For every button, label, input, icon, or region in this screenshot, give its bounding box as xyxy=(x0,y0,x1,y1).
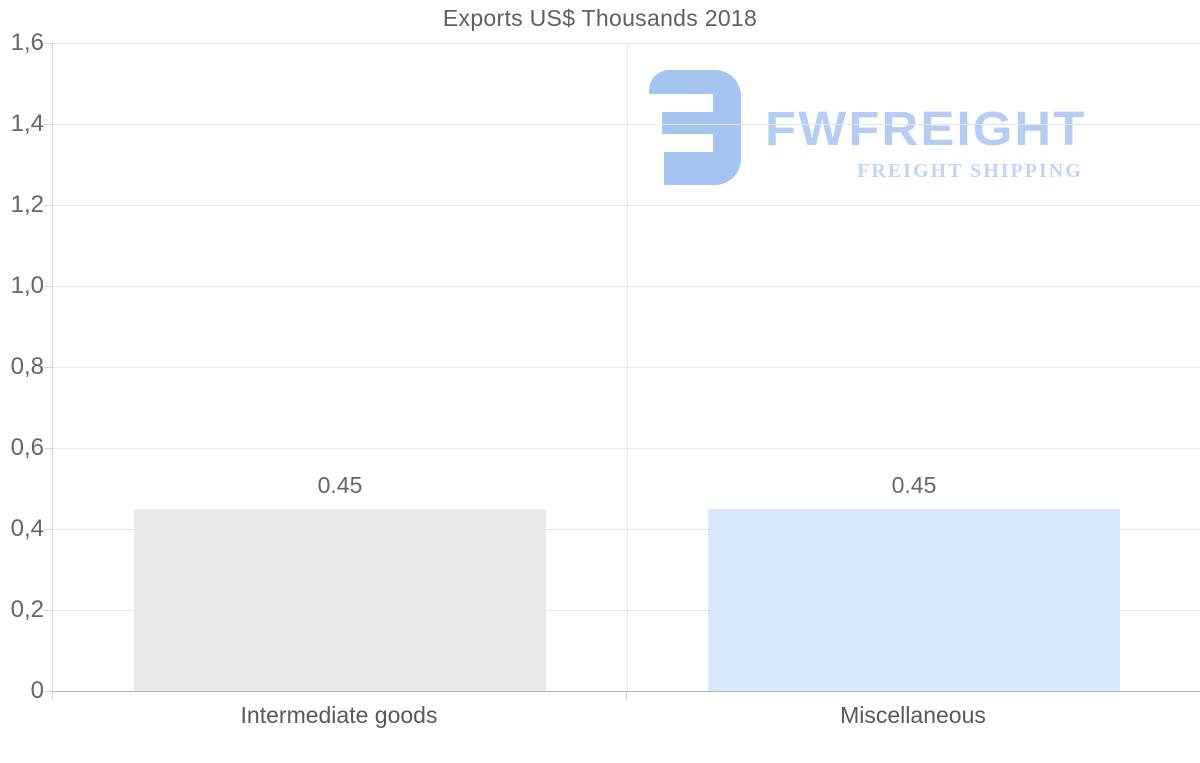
chart-title: Exports US$ Thousands 2018 xyxy=(442,5,758,31)
y-gridline xyxy=(53,448,1200,449)
x-axis-tick-mark xyxy=(626,692,627,700)
y-axis-tick-label: 1,0 xyxy=(10,272,44,299)
x-axis-tick-mark xyxy=(52,692,53,700)
y-axis-tick-label: 1,6 xyxy=(10,29,44,56)
y-axis-tick-mark xyxy=(44,124,52,125)
y-axis-tick-label: 1,4 xyxy=(10,110,44,137)
plot-area: FWFREIGHT FREIGHT SHIPPING 0.45 0.45 xyxy=(52,43,1200,692)
bar-miscellaneous xyxy=(708,509,1120,691)
y-axis-tick-label: 1,2 xyxy=(10,191,44,218)
y-gridline xyxy=(53,124,1200,125)
y-gridline xyxy=(53,367,1200,368)
y-axis-tick-mark xyxy=(44,367,52,368)
y-gridline xyxy=(53,286,1200,287)
y-axis-tick-label: 0,8 xyxy=(10,353,44,380)
y-axis-tick-mark xyxy=(44,529,52,530)
y-axis-tick-mark xyxy=(44,286,52,287)
watermark-brand-text: FWFREIGHT xyxy=(765,103,1087,156)
bar-value-label: 0.45 xyxy=(891,472,937,498)
y-gridline xyxy=(53,205,1200,206)
x-axis-category-label: Intermediate goods xyxy=(240,702,438,728)
y-axis-tick-label: 0,4 xyxy=(10,515,44,542)
y-gridline xyxy=(53,529,1200,530)
watermark-tagline-text: FREIGHT SHIPPING xyxy=(857,160,1083,182)
y-axis-tick-label: 0 xyxy=(30,677,44,704)
bar-intermediate-goods xyxy=(134,509,546,691)
y-axis-tick-mark xyxy=(44,691,52,692)
bar-value-label: 0.45 xyxy=(317,472,363,498)
y-gridline xyxy=(53,610,1200,611)
y-axis-tick-mark xyxy=(44,43,52,44)
x-axis-category-label: Miscellaneous xyxy=(840,702,986,728)
fwfreight-logo-icon xyxy=(649,70,741,185)
brand-watermark: FWFREIGHT FREIGHT SHIPPING xyxy=(649,70,1200,188)
y-axis-tick-mark xyxy=(44,205,52,206)
y-axis-tick-label: 0,2 xyxy=(10,596,44,623)
y-axis-tick-mark xyxy=(44,610,52,611)
y-axis-tick-label: 0,6 xyxy=(10,434,44,461)
category-separator-line xyxy=(627,43,628,691)
y-gridline xyxy=(53,43,1200,44)
y-axis-tick-mark xyxy=(44,448,52,449)
